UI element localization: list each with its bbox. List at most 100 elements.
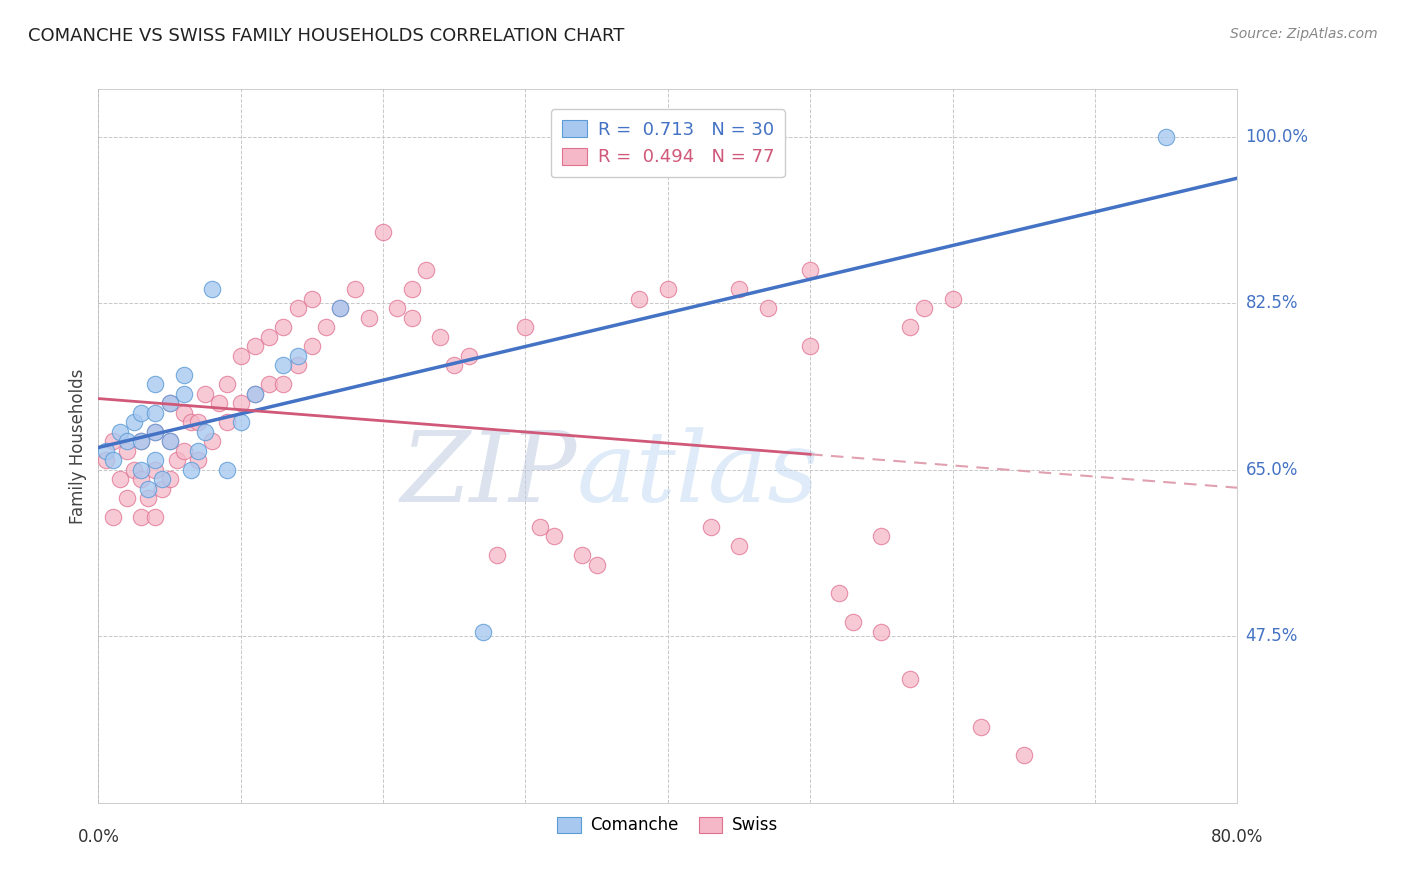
Point	[187, 443, 209, 458]
Point	[215, 415, 238, 429]
Point	[415, 263, 437, 277]
Point	[215, 463, 238, 477]
Point	[243, 386, 266, 401]
Point	[756, 301, 779, 315]
Point	[585, 558, 607, 572]
Point	[229, 396, 252, 410]
Point	[180, 415, 202, 429]
Point	[301, 339, 323, 353]
Point	[259, 377, 281, 392]
Point	[728, 282, 751, 296]
Point	[129, 510, 152, 524]
Point	[136, 491, 159, 506]
Text: 100.0%: 100.0%	[1246, 128, 1309, 145]
Point	[471, 624, 494, 639]
Point	[173, 406, 195, 420]
Point	[329, 301, 352, 315]
Point	[728, 539, 751, 553]
Point	[229, 349, 252, 363]
Point	[108, 472, 131, 486]
Point	[166, 453, 188, 467]
Point	[273, 320, 295, 334]
Point	[799, 339, 821, 353]
Point	[152, 482, 174, 496]
Point	[229, 415, 252, 429]
Point	[187, 453, 209, 467]
Point	[145, 406, 167, 420]
Point	[259, 329, 281, 343]
Point	[159, 434, 181, 449]
Point	[515, 320, 537, 334]
Point	[115, 491, 138, 506]
Point	[529, 520, 551, 534]
Point	[115, 434, 138, 449]
Point	[129, 406, 152, 420]
Point	[543, 529, 565, 543]
Point	[287, 358, 309, 372]
Text: COMANCHE VS SWISS FAMILY HOUSEHOLDS CORRELATION CHART: COMANCHE VS SWISS FAMILY HOUSEHOLDS CORR…	[28, 27, 624, 45]
Text: atlas: atlas	[576, 427, 820, 522]
Point	[201, 434, 224, 449]
Point	[122, 463, 145, 477]
Point	[129, 463, 152, 477]
Point	[194, 425, 217, 439]
Point	[898, 320, 921, 334]
Point	[401, 282, 423, 296]
Point	[152, 472, 174, 486]
Point	[129, 434, 152, 449]
Point	[387, 301, 409, 315]
Point	[942, 292, 965, 306]
Point	[657, 282, 679, 296]
Point	[145, 425, 167, 439]
Point	[486, 549, 509, 563]
Point	[429, 329, 451, 343]
Point	[243, 339, 266, 353]
Point	[173, 443, 195, 458]
Point	[287, 349, 309, 363]
Point	[136, 482, 159, 496]
Point	[115, 443, 138, 458]
Point	[329, 301, 352, 315]
Point	[122, 415, 145, 429]
Point	[145, 425, 167, 439]
Text: Source: ZipAtlas.com: Source: ZipAtlas.com	[1230, 27, 1378, 41]
Point	[912, 301, 935, 315]
Point	[159, 472, 181, 486]
Point	[842, 615, 865, 629]
Point	[159, 396, 181, 410]
Point	[201, 282, 224, 296]
Point	[443, 358, 465, 372]
Point	[101, 453, 124, 467]
Point	[208, 396, 231, 410]
Text: ZIP: ZIP	[401, 427, 576, 522]
Point	[315, 320, 337, 334]
Point	[101, 434, 124, 449]
Point	[457, 349, 479, 363]
Point	[129, 472, 152, 486]
Point	[173, 386, 195, 401]
Point	[94, 453, 117, 467]
Point	[159, 434, 181, 449]
Point	[571, 549, 593, 563]
Point	[159, 396, 181, 410]
Point	[145, 463, 167, 477]
Text: 80.0%: 80.0%	[1211, 828, 1264, 846]
Legend: Comanche, Swiss: Comanche, Swiss	[551, 810, 785, 841]
Point	[180, 463, 202, 477]
Point	[101, 510, 124, 524]
Point	[145, 453, 167, 467]
Point	[145, 510, 167, 524]
Point	[628, 292, 651, 306]
Point	[194, 386, 217, 401]
Point	[145, 377, 167, 392]
Point	[273, 358, 295, 372]
Point	[828, 586, 851, 600]
Point	[94, 443, 117, 458]
Point	[108, 425, 131, 439]
Point	[343, 282, 366, 296]
Point	[243, 386, 266, 401]
Point	[799, 263, 821, 277]
Point	[273, 377, 295, 392]
Point	[870, 529, 893, 543]
Text: 82.5%: 82.5%	[1246, 294, 1298, 312]
